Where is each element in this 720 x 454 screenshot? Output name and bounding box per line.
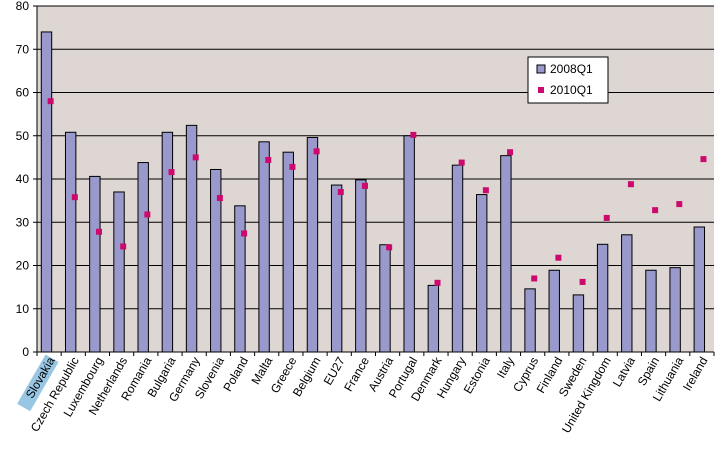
point-2010q1 xyxy=(652,207,659,214)
point-2010q1 xyxy=(265,156,272,163)
y-tick-label: 60 xyxy=(16,86,30,100)
point-2010q1 xyxy=(531,275,538,282)
point-2010q1 xyxy=(313,148,320,155)
x-category-label: Italy xyxy=(494,355,517,381)
y-tick-label: 50 xyxy=(16,129,30,143)
bar-2008q1 xyxy=(645,269,657,353)
point-series xyxy=(47,98,707,286)
bar-2008q1 xyxy=(524,288,536,353)
point-2010q1 xyxy=(434,279,441,286)
point-2010q1 xyxy=(71,194,78,201)
point-2010q1 xyxy=(47,98,54,105)
y-tick-label: 70 xyxy=(16,42,30,56)
y-tick-label: 30 xyxy=(16,215,30,229)
y-tick-label: 0 xyxy=(22,345,29,359)
point-2010q1 xyxy=(241,230,248,237)
legend-point-swatch xyxy=(538,87,544,93)
legend-label-2008q1: 2008Q1 xyxy=(550,62,593,76)
point-2010q1 xyxy=(700,156,707,163)
bar-2008q1 xyxy=(234,205,246,353)
bar-2008q1 xyxy=(693,226,706,353)
point-2010q1 xyxy=(410,131,417,138)
point-2010q1 xyxy=(216,195,223,202)
y-axis-ticks: 0 10 20 30 40 50 60 70 80 xyxy=(16,0,37,359)
bar-2008q1 xyxy=(548,269,560,353)
bar-2008q1 xyxy=(621,234,633,353)
point-2010q1 xyxy=(555,254,562,261)
y-tick-label: 80 xyxy=(16,0,30,13)
y-tick-label: 40 xyxy=(16,172,30,186)
y-tick-label: 10 xyxy=(16,302,30,316)
bar-2008q1 xyxy=(355,179,367,353)
point-2010q1 xyxy=(168,169,175,176)
bar-2008q1 xyxy=(137,162,149,353)
point-2010q1 xyxy=(676,201,683,208)
bar-2008q1 xyxy=(306,136,319,353)
y-tick-label: 20 xyxy=(16,259,30,273)
legend-label-2010q1: 2010Q1 xyxy=(550,83,593,97)
bar-2008q1 xyxy=(282,151,294,353)
point-2010q1 xyxy=(579,278,586,285)
bar-2008q1 xyxy=(40,31,53,353)
x-category-label: Latvia xyxy=(610,354,638,389)
bar-2008q1 xyxy=(669,267,681,353)
point-2010q1 xyxy=(507,149,514,156)
bar-2008q1 xyxy=(476,194,488,353)
point-2010q1 xyxy=(386,244,393,251)
legend-bar-swatch xyxy=(536,64,546,74)
bar-2008q1 xyxy=(89,175,101,353)
point-2010q1 xyxy=(361,182,368,189)
bar-2008q1 xyxy=(258,141,270,353)
point-2010q1 xyxy=(482,187,489,194)
category-highlight xyxy=(17,354,59,412)
grid-lines xyxy=(37,5,714,310)
point-2010q1 xyxy=(289,163,296,170)
bar-2008q1 xyxy=(403,135,415,353)
point-2010q1 xyxy=(603,214,610,221)
legend: 2008Q1 2010Q1 xyxy=(527,56,609,104)
bar-series xyxy=(40,31,706,353)
point-2010q1 xyxy=(192,154,199,161)
point-2010q1 xyxy=(627,181,634,188)
bar-2008q1 xyxy=(451,164,464,353)
bar-2008q1 xyxy=(596,243,609,353)
bar-2008q1 xyxy=(379,244,391,353)
bar-2008q1 xyxy=(572,294,585,353)
bar-2008q1 xyxy=(113,191,125,353)
bar-2008q1 xyxy=(161,131,174,353)
bar-2008q1 xyxy=(427,284,440,353)
point-2010q1 xyxy=(96,228,103,235)
point-2010q1 xyxy=(144,211,151,218)
x-category-label: Ireland xyxy=(680,355,710,394)
point-2010q1 xyxy=(458,159,465,166)
bar-2008q1 xyxy=(500,155,512,353)
point-2010q1 xyxy=(337,188,344,195)
bar-2008q1 xyxy=(64,131,77,353)
bar-2008q1 xyxy=(330,184,343,353)
point-2010q1 xyxy=(120,243,127,250)
